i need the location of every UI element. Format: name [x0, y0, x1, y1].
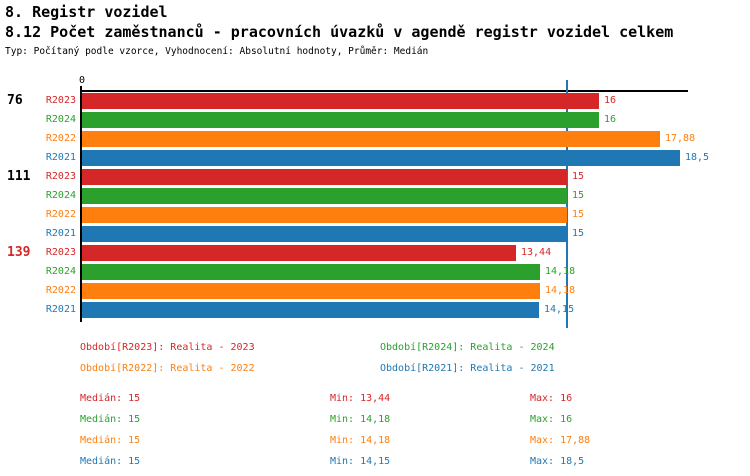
group-value-label: 76 — [7, 93, 23, 108]
bar-value-label: 15 — [572, 190, 585, 201]
series-label: R2024 — [45, 114, 76, 125]
stat-row: Medián: 15 Min: 14,18 Max: 16 — [0, 413, 750, 434]
bar-value-label: 15 — [572, 171, 585, 182]
series-label: R2022 — [45, 133, 76, 144]
series-label: R2021 — [45, 304, 76, 315]
bar-value-label: 18,5 — [685, 152, 710, 163]
bar-r2022 — [82, 207, 567, 223]
bar-group: 111 R2023 15 R2024 15 R2022 15 R2021 15 — [0, 169, 750, 242]
report-header: 8. Registr vozidel 8.12 Počet zaměstnanc… — [5, 2, 673, 58]
bar-row: R2024 16 — [0, 112, 750, 128]
stat-row: Medián: 15 Min: 14,15 Max: 18,5 — [0, 455, 750, 476]
bar-r2022 — [82, 283, 540, 299]
bar-r2023 — [82, 169, 567, 185]
bar-row: R2022 15 — [0, 207, 750, 223]
series-label: R2023 — [45, 95, 76, 106]
series-label: R2023 — [45, 247, 76, 258]
chart-title: 8.12 Počet zaměstnanců - pracovních úvaz… — [5, 23, 674, 41]
stat-max: Max: 16 — [530, 414, 573, 425]
series-label: R2021 — [45, 228, 76, 239]
stat-median: Medián: 15 — [80, 393, 141, 404]
bar-row: 111 R2023 15 — [0, 169, 750, 185]
median-reference-line — [566, 80, 568, 328]
bar-value-label: 16 — [604, 95, 617, 106]
stat-min: Min: 14,18 — [330, 414, 391, 425]
bar-r2021 — [82, 302, 539, 318]
group-value-label: 111 — [7, 169, 31, 184]
bar-row: R2021 15 — [0, 226, 750, 242]
stat-median: Medián: 15 — [80, 456, 141, 467]
group-value-label: 139 — [7, 245, 31, 260]
bar-value-label: 15 — [572, 228, 585, 239]
x-axis-line — [80, 90, 688, 92]
chart-meta-line: Typ: Počítaný podle vzorce, Vyhodnocení:… — [5, 46, 429, 57]
bar-r2024 — [82, 264, 540, 280]
stat-median: Medián: 15 — [80, 414, 141, 425]
bar-row: R2022 17,88 — [0, 131, 750, 147]
bar-r2024 — [82, 188, 567, 204]
bar-row: R2022 14,18 — [0, 283, 750, 299]
chart-legend: Období[R2023]: Realita - 2023 Období[R202… — [0, 341, 750, 386]
bar-row: 139 R2023 13,44 — [0, 245, 750, 261]
bar-value-label: 13,44 — [521, 247, 552, 258]
stat-min: Min: 13,44 — [330, 393, 391, 404]
bar-value-label: 16 — [604, 114, 617, 125]
legend-item: Období[R2023]: Realita - 2023 — [80, 342, 255, 353]
stat-min: Min: 14,18 — [330, 435, 391, 446]
bar-group: 139 R2023 13,44 R2024 14,18 R2022 14,18 R2021 14… — [0, 245, 750, 318]
bar-r2024 — [82, 112, 599, 128]
y-axis-line — [80, 90, 82, 322]
bar-row: R2024 14,18 — [0, 264, 750, 280]
stat-min: Min: 14,15 — [330, 456, 391, 467]
bar-value-label: 15 — [572, 209, 585, 220]
stat-row: Medián: 15 Min: 13,44 Max: 16 — [0, 392, 750, 413]
bar-row: R2024 15 — [0, 188, 750, 204]
x-axis-origin-tick-label: 0 — [78, 75, 86, 86]
bar-r2021 — [82, 226, 567, 242]
bar-r2021 — [82, 150, 680, 166]
x-axis-tick-mark — [80, 86, 82, 90]
stat-max: Max: 18,5 — [530, 456, 585, 467]
series-label: R2024 — [45, 266, 76, 277]
stat-median: Medián: 15 — [80, 435, 141, 446]
series-label: R2022 — [45, 209, 76, 220]
chart-rows: 76 R2023 16 R2024 16 R2022 17,88 R2021 18,5 111 R2… — [0, 93, 750, 321]
series-label: R2024 — [45, 190, 76, 201]
legend-item: Období[R2024]: Realita - 2024 — [380, 342, 555, 353]
bar-group: 76 R2023 16 R2024 16 R2022 17,88 R2021 18,5 — [0, 93, 750, 166]
bar-row: R2021 14,15 — [0, 302, 750, 318]
bar-row: 76 R2023 16 — [0, 93, 750, 109]
page-title: 8. Registr vozidel — [5, 3, 168, 21]
series-label: R2022 — [45, 285, 76, 296]
legend-item: Období[R2021]: Realita - 2021 — [380, 363, 555, 374]
legend-item: Období[R2022]: Realita - 2022 — [80, 363, 255, 374]
bar-value-label: 14,18 — [545, 266, 576, 277]
stat-max: Max: 17,88 — [530, 435, 591, 446]
bar-r2023 — [82, 245, 516, 261]
stat-max: Max: 16 — [530, 393, 573, 404]
bar-value-label: 17,88 — [665, 133, 696, 144]
bar-chart: 0 76 R2023 16 R2024 16 R2022 17,88 R2021 18,5 111… — [0, 75, 750, 340]
bar-r2023 — [82, 93, 599, 109]
bar-r2022 — [82, 131, 660, 147]
chart-stats: Medián: 15 Min: 13,44 Max: 16 Medián: 15 Min… — [0, 392, 750, 476]
bar-value-label: 14,18 — [545, 285, 576, 296]
bar-value-label: 14,15 — [544, 304, 575, 315]
stat-row: Medián: 15 Min: 14,18 Max: 17,88 — [0, 434, 750, 455]
bar-row: R2021 18,5 — [0, 150, 750, 166]
series-label: R2021 — [45, 152, 76, 163]
series-label: R2023 — [45, 171, 76, 182]
